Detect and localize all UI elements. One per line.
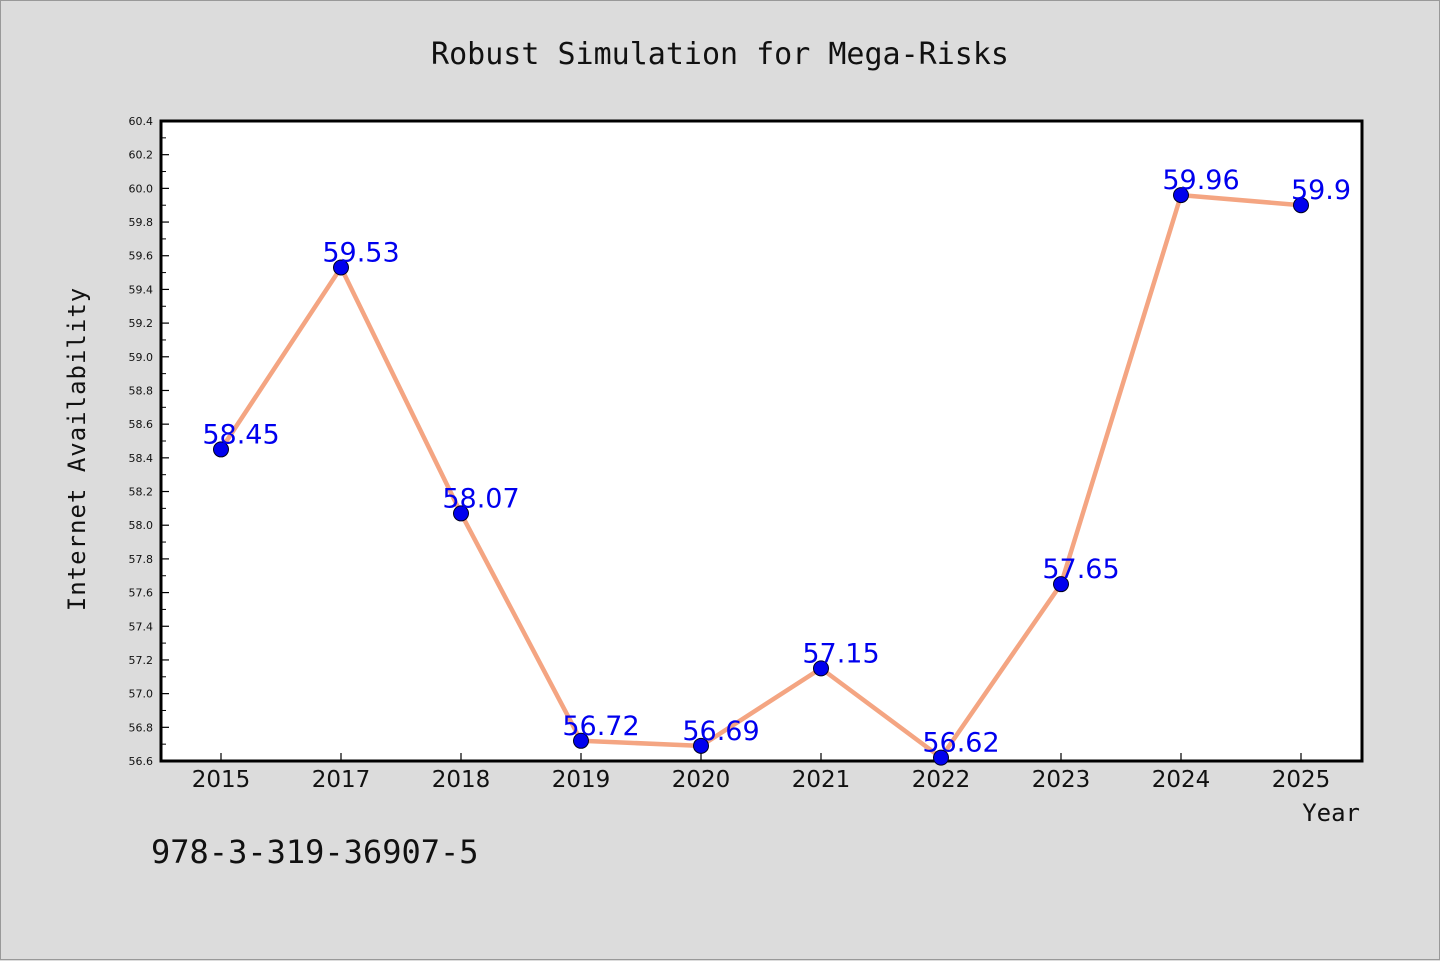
y-tick-label: 58.4 — [129, 452, 154, 465]
x-tick-label: 2025 — [1272, 767, 1331, 793]
data-point — [333, 259, 349, 276]
data-label: 59.9 — [1291, 175, 1351, 206]
data-label: 59.96 — [1162, 165, 1239, 196]
x-tick-label: 2021 — [792, 767, 851, 793]
x-tick-label: 2018 — [432, 767, 491, 793]
x-axis: 2015 2017 2018 2019 2020 2021 2022 2023 2024 2025 — [192, 753, 1331, 793]
data-label: 57.15 — [802, 638, 879, 669]
data-label: 58.45 — [202, 419, 279, 450]
x-tick-label: 2015 — [192, 767, 251, 793]
data-label: 57.65 — [1042, 554, 1119, 585]
data-label: 58.07 — [442, 483, 519, 514]
y-tick-label: 59.0 — [129, 351, 154, 364]
x-tick-label: 2022 — [912, 767, 971, 793]
y-tick-label: 57.8 — [129, 553, 154, 566]
y-tick-label: 57.2 — [129, 654, 154, 667]
x-tick-label: 2020 — [672, 767, 731, 793]
data-point — [453, 505, 469, 522]
y-tick-label: 60.2 — [129, 149, 154, 162]
series-line-path — [218, 192, 1304, 760]
data-point — [933, 749, 949, 766]
data-label: 59.53 — [322, 238, 399, 269]
y-tick-label: 56.8 — [129, 721, 154, 734]
data-label: 56.72 — [562, 711, 639, 742]
y-tick-label: 58.2 — [129, 486, 154, 499]
data-label: 56.69 — [682, 716, 759, 747]
y-axis-label: Internet Availability — [63, 287, 91, 611]
data-point — [813, 660, 829, 677]
data-point — [1293, 197, 1309, 214]
y-tick-label: 57.6 — [129, 587, 154, 600]
data-point — [213, 441, 229, 458]
data-label: 56.62 — [922, 728, 999, 759]
data-point — [693, 737, 709, 754]
chart-title: Robust Simulation for Mega-Risks — [431, 37, 1009, 72]
plot-area — [159, 119, 1364, 763]
x-axis-label: Year — [1302, 799, 1360, 827]
y-tick-label: 58.6 — [129, 418, 154, 431]
y-tick-label: 60.0 — [129, 182, 154, 195]
x-tick-label: 2017 — [312, 767, 371, 793]
y-tick-label: 56.6 — [129, 755, 154, 768]
isbn-text: 978-3-319-36907-5 — [151, 833, 479, 871]
y-tick-label: 58.8 — [129, 384, 154, 397]
y-tick-label: 59.8 — [129, 216, 154, 229]
data-labels: 58.45 59.53 58.07 56.72 56.69 57.15 56.62 57.65… — [202, 165, 1351, 759]
y-tick-label: 59.4 — [129, 283, 154, 296]
y-tick-label: 57.4 — [129, 620, 154, 633]
y-tick-label: 58.0 — [129, 519, 154, 532]
x-tick-label: 2024 — [1152, 767, 1211, 793]
data-point — [1053, 576, 1069, 593]
series-line — [213, 187, 1309, 766]
y-tick-label: 59.2 — [129, 317, 154, 330]
y-axis: 56.6 56.8 57.0 57.2 57.4 57.6 57.8 58.0 58.2 58.4… — [129, 115, 169, 768]
data-point — [573, 732, 589, 749]
x-tick-label: 2023 — [1032, 767, 1091, 793]
y-tick-label: 57.0 — [129, 688, 154, 701]
data-point — [1173, 187, 1189, 204]
y-tick-label: 59.6 — [129, 250, 154, 263]
y-tick-label: 60.4 — [129, 115, 154, 128]
x-tick-label: 2019 — [552, 767, 611, 793]
